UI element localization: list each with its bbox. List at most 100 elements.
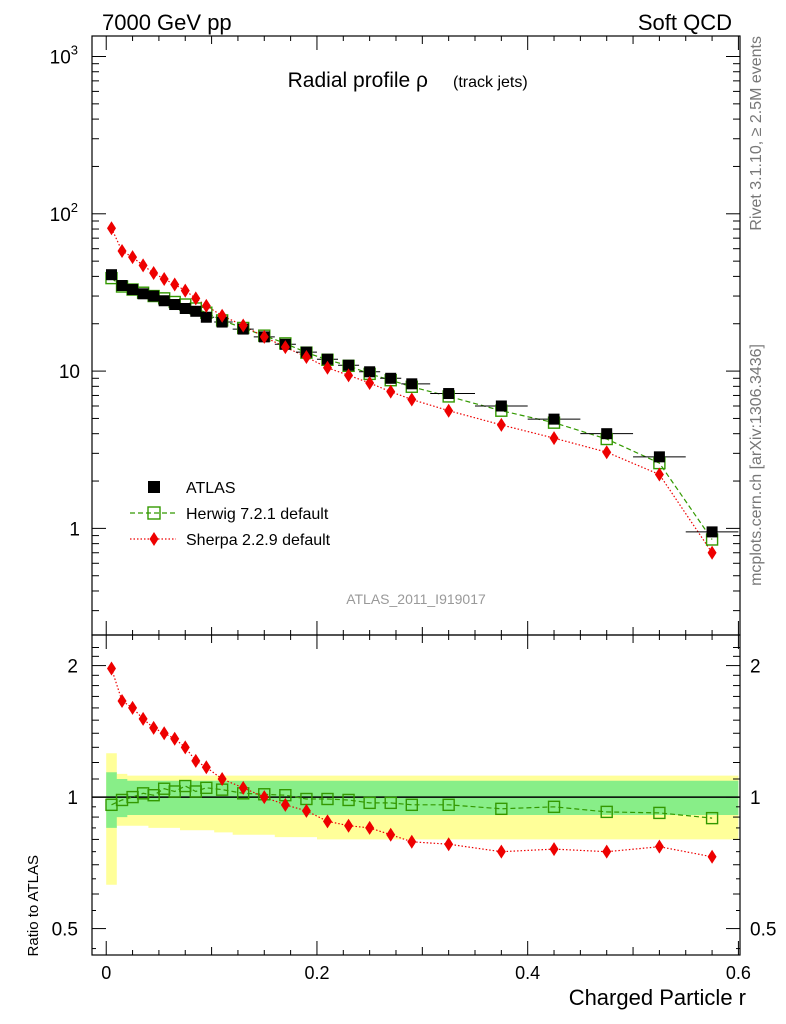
sherpa-point — [280, 340, 290, 355]
sherpa-point — [170, 277, 180, 292]
x-tick-label: 0.6 — [726, 963, 751, 983]
sherpa-point — [201, 298, 211, 313]
ratio-y-tick-label-right: 1 — [750, 788, 761, 809]
sherpa-point — [344, 368, 354, 383]
sherpa-ratio-point — [365, 820, 375, 835]
herwig-ratio-point — [200, 781, 213, 795]
x-tick-label: 0.4 — [515, 963, 540, 983]
sherpa-point — [159, 272, 169, 287]
herwig-ratio-line — [111, 785, 713, 819]
atlas-point — [706, 526, 718, 538]
atlas-point — [169, 299, 181, 311]
atlas-point — [127, 284, 139, 296]
legend-marker-atlas — [148, 481, 160, 493]
atlas-point — [200, 311, 212, 323]
atlas-point — [158, 295, 170, 307]
atlas-point — [105, 269, 117, 281]
sherpa-ratio-point — [654, 839, 664, 854]
sherpa-ratio-point — [191, 753, 201, 768]
sherpa-ratio-point — [444, 837, 454, 852]
sherpa-point — [217, 308, 227, 323]
x-tick-label: 0 — [101, 963, 111, 983]
sherpa-point — [106, 221, 116, 236]
sherpa-point — [180, 283, 190, 298]
sherpa-point — [238, 318, 248, 333]
y-tick-label: 1 — [69, 519, 80, 540]
ratio-frame — [91, 634, 741, 956]
sherpa-point — [654, 467, 664, 482]
sherpa-ratio-point — [407, 834, 417, 849]
sherpa-point — [444, 403, 454, 418]
herwig-ratio-point — [442, 798, 455, 812]
header-left: 7000 GeV pp — [102, 10, 232, 35]
legend-label-herwig: Herwig 7.2.1 default — [186, 506, 329, 523]
herwig-ratio-point — [495, 802, 508, 816]
rivet-version-text: Rivet 3.1.10, ≥ 2.5M events — [748, 36, 765, 231]
herwig-ratio-point — [705, 811, 719, 825]
sherpa-point — [707, 545, 717, 560]
herwig-ratio-point — [321, 792, 334, 806]
sherpa-ratio-point — [707, 849, 717, 864]
herwig-ratio-point — [547, 800, 561, 814]
sherpa-point — [138, 258, 148, 273]
sherpa-point — [496, 417, 506, 432]
sherpa-ratio-point — [201, 760, 211, 775]
ratio-y-tick-label-right: 0.5 — [750, 920, 776, 941]
ratio-ylabel: Ratio to ATLAS — [25, 855, 42, 956]
atlas-point — [137, 288, 149, 300]
sherpa-point — [117, 244, 127, 259]
mcplots-text: mcplots.cern.ch [arXiv:1306.3436] — [748, 344, 765, 586]
herwig-ratio-point — [405, 798, 418, 812]
legend-label-atlas: ATLAS — [186, 480, 236, 497]
plot-title: Radial profile ρ — [288, 69, 428, 92]
sherpa-point — [149, 266, 159, 281]
sherpa-ratio-point — [386, 827, 396, 842]
atlas-point — [653, 451, 665, 463]
sherpa-ratio-point — [128, 700, 138, 715]
atlas-point — [548, 413, 560, 425]
sherpa-point — [407, 392, 417, 407]
sherpa-ratio-point — [138, 711, 148, 726]
atlas-point — [443, 388, 455, 400]
atlas-point — [179, 302, 191, 314]
sherpa-ratio-point — [217, 772, 227, 787]
y-tick-label: 10 — [59, 362, 80, 383]
ratio-y-tick-label-left: 2 — [67, 657, 78, 678]
legend: ATLAS Herwig 7.2.1 default Sherpa 2.2.9 … — [130, 480, 331, 549]
sherpa-point — [191, 291, 201, 306]
herwig-ratio-point — [147, 788, 160, 802]
sherpa-ratio-point — [280, 797, 290, 812]
sherpa-ratio-point — [496, 844, 506, 859]
y-tick-label: 103 — [50, 43, 78, 69]
x-tick-label: 0.2 — [304, 963, 329, 983]
herwig-ratio-point — [653, 806, 666, 820]
sherpa-ratio-point — [117, 693, 127, 708]
atlas-point — [190, 305, 202, 317]
y-tick-label: 102 — [50, 200, 78, 226]
sherpa-point — [549, 431, 559, 446]
atlas-point — [116, 280, 128, 292]
sherpa-ratio-point — [159, 726, 169, 741]
atlas-point — [343, 359, 355, 371]
header-right: Soft QCD — [638, 10, 732, 35]
ratio-y-tick-label-left: 1 — [67, 788, 78, 809]
sherpa-ratio-point — [301, 803, 311, 818]
atlas-point — [148, 290, 160, 302]
atlas-point — [495, 400, 507, 412]
legend-marker-herwig — [147, 506, 161, 520]
sherpa-ratio-point — [259, 790, 269, 805]
ratio-band-inner — [106, 772, 739, 828]
x-axis-label: Charged Particle r — [569, 985, 746, 1010]
plot-subtitle: (track jets) — [453, 74, 528, 91]
sherpa-ratio-point — [322, 814, 332, 829]
sherpa-ratio-point — [149, 720, 159, 735]
herwig-ratio-point — [384, 796, 397, 810]
legend-marker-sherpa — [149, 532, 159, 546]
atlas-point — [385, 372, 397, 384]
sherpa-ratio-point — [238, 780, 248, 795]
ratio-y-tick-label-right: 2 — [750, 657, 761, 678]
sherpa-point — [602, 445, 612, 460]
atlas-point — [321, 353, 333, 365]
